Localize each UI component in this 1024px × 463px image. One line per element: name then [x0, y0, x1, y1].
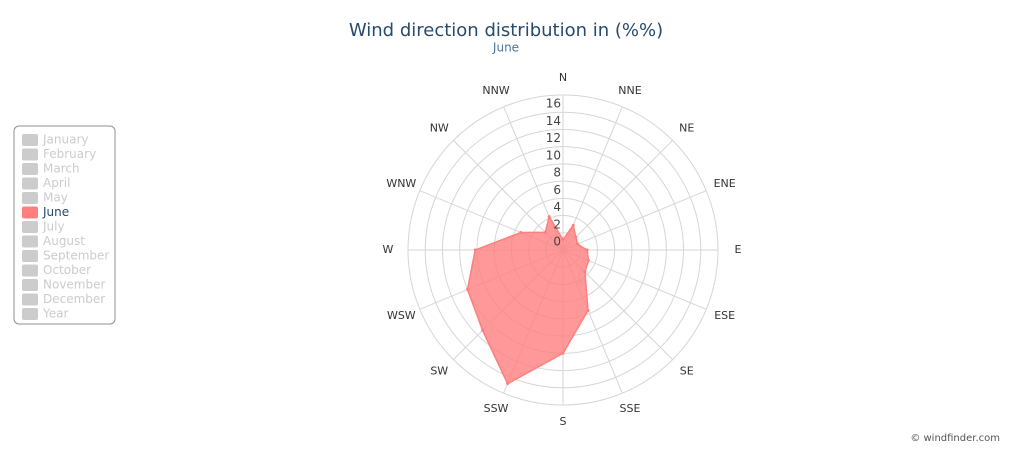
data-point	[561, 351, 565, 355]
category-label: NNW	[482, 84, 509, 97]
legend-label[interactable]: May	[43, 191, 68, 205]
legend-symbol[interactable]	[22, 293, 38, 306]
data-point	[481, 328, 485, 332]
category-label: ESE	[714, 309, 735, 322]
data-point	[466, 288, 470, 292]
y-tick-label: 10	[546, 148, 561, 162]
legend-symbol[interactable]	[22, 177, 38, 190]
legend-label[interactable]: October	[43, 263, 91, 277]
legend-symbol[interactable]	[22, 264, 38, 277]
category-label: NW	[430, 121, 449, 134]
legend-symbol[interactable]	[22, 148, 38, 161]
category-label: E	[735, 243, 742, 256]
y-tick-label: 2	[553, 217, 561, 231]
legend-symbol[interactable]	[22, 163, 38, 175]
legend-label[interactable]: June	[42, 205, 69, 219]
legend-label[interactable]: December	[43, 292, 105, 306]
category-label: ENE	[714, 177, 736, 190]
category-label: SW	[430, 365, 448, 378]
y-tick-label: 16	[546, 97, 561, 111]
data-point	[561, 238, 565, 242]
data-point	[583, 270, 587, 274]
category-label: SSE	[620, 402, 641, 415]
y-tick-label: 8	[553, 166, 561, 180]
data-point	[571, 223, 575, 227]
category-label: WSW	[387, 309, 416, 322]
y-tick-label: 14	[546, 114, 561, 128]
data-point	[547, 215, 551, 219]
legend-label[interactable]: July	[42, 220, 65, 234]
y-tick-label: 12	[546, 131, 561, 145]
legend-symbol[interactable]	[22, 134, 38, 146]
category-label: NNE	[618, 84, 641, 97]
data-point	[473, 248, 477, 252]
chart-title: Wind direction distribution in (%%)	[349, 20, 663, 41]
y-tick-label: 6	[553, 183, 561, 197]
credit: © windfinder.com	[910, 433, 1000, 444]
legend-label[interactable]: Year	[42, 307, 68, 321]
legend-label[interactable]: August	[43, 234, 85, 248]
series-area	[466, 214, 590, 385]
legend-symbol[interactable]	[22, 235, 38, 248]
spoke	[562, 190, 707, 251]
legend-label[interactable]: March	[43, 162, 80, 176]
legend-label[interactable]: September	[43, 249, 109, 263]
data-point	[519, 231, 523, 235]
category-label: S	[560, 415, 567, 428]
data-point	[574, 235, 578, 239]
spoke	[562, 140, 673, 251]
category-label: W	[383, 243, 394, 256]
legend-box	[13, 125, 116, 325]
legend-label[interactable]: November	[43, 278, 105, 292]
legend-symbol[interactable]	[22, 221, 38, 233]
y-tick-label: 0	[553, 235, 561, 249]
data-point	[543, 230, 547, 234]
category-label: SSW	[484, 402, 509, 415]
category-label: WNW	[386, 177, 416, 190]
data-point	[506, 382, 510, 386]
legend-symbol[interactable]	[22, 279, 38, 291]
data-point	[575, 242, 579, 246]
legend-symbol[interactable]	[22, 206, 38, 219]
category-label: N	[559, 71, 567, 84]
chart-subtitle: June	[492, 41, 519, 55]
legend-label[interactable]: January	[42, 133, 89, 147]
legend-symbol[interactable]	[22, 250, 38, 262]
data-point	[585, 248, 589, 252]
legend-symbol[interactable]	[22, 308, 38, 320]
y-tick-label: 4	[553, 200, 561, 214]
category-label: SE	[680, 365, 694, 378]
legend-symbol[interactable]	[22, 192, 38, 204]
data-point	[586, 259, 590, 263]
legend-label[interactable]: April	[43, 176, 70, 190]
legend-label[interactable]: February	[43, 147, 96, 161]
category-label: NE	[679, 121, 694, 134]
data-point	[586, 308, 590, 312]
